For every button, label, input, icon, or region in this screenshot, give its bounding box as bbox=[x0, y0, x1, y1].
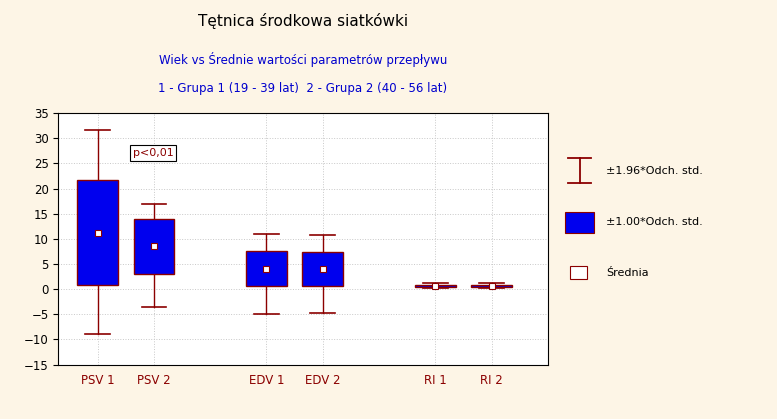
Bar bbox=[302, 252, 343, 286]
Bar bbox=[246, 251, 287, 287]
Text: Wiek vs Średnie wartości parametrów przepływu: Wiek vs Średnie wartości parametrów prze… bbox=[159, 52, 448, 67]
Text: ±1.96*Odch. std.: ±1.96*Odch. std. bbox=[606, 166, 703, 176]
Text: p<0,01: p<0,01 bbox=[133, 148, 173, 158]
Bar bbox=[78, 180, 118, 285]
Bar bbox=[415, 285, 455, 287]
Text: Średnia: Średnia bbox=[606, 268, 649, 278]
Text: ±1.00*Odch. std.: ±1.00*Odch. std. bbox=[606, 217, 703, 228]
Text: Tętnica środkowa siatkówki: Tętnica środkowa siatkówki bbox=[198, 13, 408, 28]
Text: 1 - Grupa 1 (19 - 39 lat)  2 - Grupa 2 (40 - 56 lat): 1 - Grupa 1 (19 - 39 lat) 2 - Grupa 2 (4… bbox=[159, 82, 448, 95]
Bar bbox=[472, 285, 512, 287]
Bar bbox=[134, 219, 174, 274]
